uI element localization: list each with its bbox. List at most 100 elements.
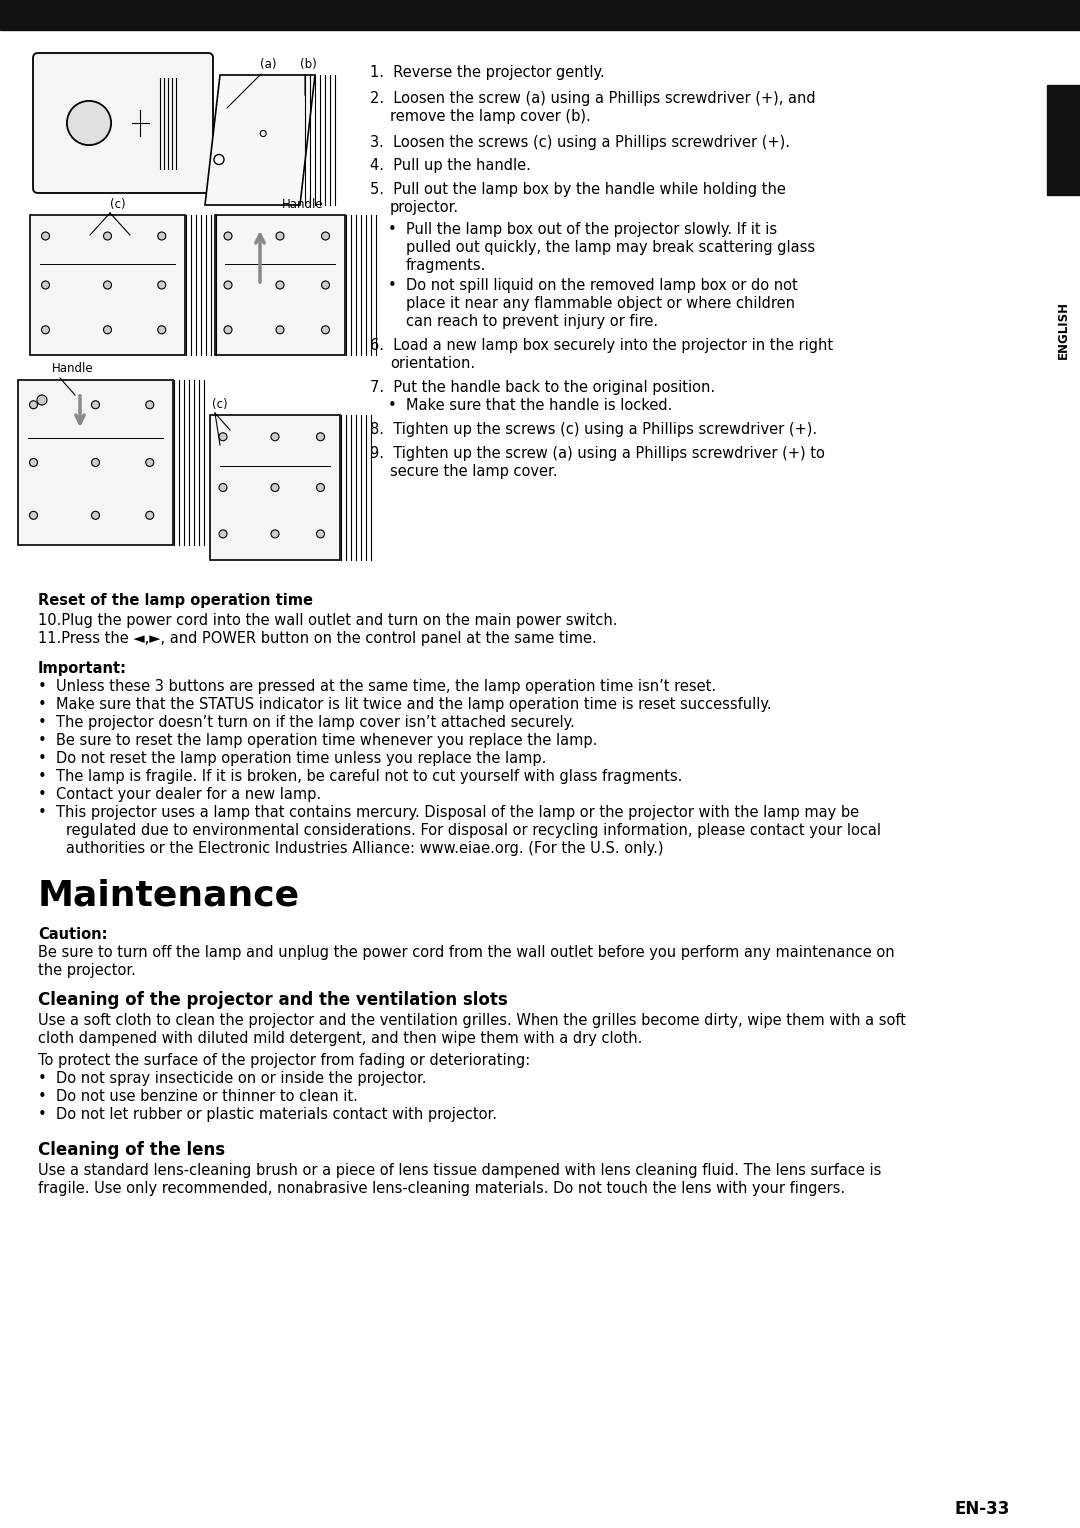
Text: 5.  Pull out the lamp box by the handle while holding the: 5. Pull out the lamp box by the handle w…	[370, 182, 786, 197]
Text: regulated due to environmental considerations. For disposal or recycling informa: regulated due to environmental considera…	[52, 824, 881, 837]
Text: •  Be sure to reset the lamp operation time whenever you replace the lamp.: • Be sure to reset the lamp operation ti…	[38, 733, 597, 749]
Circle shape	[322, 232, 329, 240]
Text: Cleaning of the lens: Cleaning of the lens	[38, 1141, 225, 1160]
Circle shape	[104, 232, 111, 240]
Circle shape	[41, 325, 50, 333]
Text: Maintenance: Maintenance	[38, 879, 300, 914]
Text: (c): (c)	[212, 397, 228, 411]
Circle shape	[29, 458, 38, 466]
Circle shape	[158, 281, 165, 289]
Text: orientation.: orientation.	[390, 356, 475, 371]
Text: remove the lamp cover (b).: remove the lamp cover (b).	[390, 108, 591, 124]
Circle shape	[276, 232, 284, 240]
Text: •  The projector doesn’t turn on if the lamp cover isn’t attached securely.: • The projector doesn’t turn on if the l…	[38, 715, 575, 730]
Text: authorities or the Electronic Industries Alliance: www.eiae.org. (For the U.S. o: authorities or the Electronic Industries…	[52, 840, 663, 856]
Circle shape	[92, 400, 99, 410]
Text: 2.  Loosen the screw (a) using a Phillips screwdriver (+), and: 2. Loosen the screw (a) using a Phillips…	[370, 92, 815, 105]
Circle shape	[146, 400, 153, 410]
Text: •  Do not let rubber or plastic materials contact with projector.: • Do not let rubber or plastic materials…	[38, 1106, 497, 1122]
Text: Handle: Handle	[282, 199, 324, 211]
Text: Cleaning of the projector and the ventilation slots: Cleaning of the projector and the ventil…	[38, 992, 508, 1008]
FancyBboxPatch shape	[33, 53, 213, 193]
Text: Handle: Handle	[52, 362, 94, 374]
Bar	[18, 380, 173, 545]
Text: •  Do not spill liquid on the removed lamp box or do not: • Do not spill liquid on the removed lam…	[388, 278, 798, 293]
Text: 4.  Pull up the handle.: 4. Pull up the handle.	[370, 157, 531, 173]
Text: can reach to prevent injury or fire.: can reach to prevent injury or fire.	[406, 313, 658, 329]
Text: 7.  Put the handle back to the original position.: 7. Put the handle back to the original p…	[370, 380, 715, 396]
Text: Use a soft cloth to clean the projector and the ventilation grilles. When the gr: Use a soft cloth to clean the projector …	[38, 1013, 906, 1028]
Text: 1.  Reverse the projector gently.: 1. Reverse the projector gently.	[370, 66, 605, 79]
Text: 11.Press the ◄,►, and POWER button on the control panel at the same time.: 11.Press the ◄,►, and POWER button on th…	[38, 631, 597, 646]
Text: 3.  Loosen the screws (c) using a Phillips screwdriver (+).: 3. Loosen the screws (c) using a Phillip…	[370, 134, 789, 150]
Bar	[215, 215, 345, 354]
Circle shape	[316, 483, 324, 492]
Text: 8.  Tighten up the screws (c) using a Phillips screwdriver (+).: 8. Tighten up the screws (c) using a Phi…	[370, 422, 818, 437]
Circle shape	[271, 483, 279, 492]
Text: •  Do not use benzine or thinner to clean it.: • Do not use benzine or thinner to clean…	[38, 1089, 357, 1105]
Circle shape	[322, 281, 329, 289]
Circle shape	[260, 130, 267, 136]
Circle shape	[316, 432, 324, 440]
Circle shape	[276, 281, 284, 289]
Circle shape	[322, 325, 329, 333]
Circle shape	[104, 281, 111, 289]
Circle shape	[41, 232, 50, 240]
Circle shape	[158, 325, 165, 333]
Circle shape	[158, 232, 165, 240]
Circle shape	[276, 325, 284, 333]
Circle shape	[271, 530, 279, 538]
Circle shape	[146, 512, 153, 520]
Text: Important:: Important:	[38, 662, 127, 675]
Circle shape	[316, 530, 324, 538]
Text: To protect the surface of the projector from fading or deteriorating:: To protect the surface of the projector …	[38, 1053, 530, 1068]
Text: 10.Plug the power cord into the wall outlet and turn on the main power switch.: 10.Plug the power cord into the wall out…	[38, 613, 618, 628]
Text: place it near any flammable object or where children: place it near any flammable object or wh…	[406, 296, 795, 312]
Circle shape	[214, 154, 224, 165]
Circle shape	[271, 432, 279, 440]
Text: 9.  Tighten up the screw (a) using a Phillips screwdriver (+) to: 9. Tighten up the screw (a) using a Phil…	[370, 446, 825, 461]
Text: •  Contact your dealer for a new lamp.: • Contact your dealer for a new lamp.	[38, 787, 321, 802]
Text: (b): (b)	[300, 58, 316, 70]
Circle shape	[41, 281, 50, 289]
Circle shape	[29, 512, 38, 520]
Circle shape	[219, 530, 227, 538]
Bar	[210, 416, 340, 559]
Circle shape	[224, 325, 232, 333]
Circle shape	[219, 432, 227, 440]
Text: •  Make sure that the handle is locked.: • Make sure that the handle is locked.	[388, 397, 673, 413]
Text: pulled out quickly, the lamp may break scattering glass: pulled out quickly, the lamp may break s…	[406, 240, 815, 255]
Circle shape	[67, 101, 111, 145]
Text: the projector.: the projector.	[38, 963, 136, 978]
Bar	[1047, 86, 1080, 196]
Circle shape	[224, 232, 232, 240]
Text: ENGLISH: ENGLISH	[1056, 301, 1069, 359]
Text: Use a standard lens-cleaning brush or a piece of lens tissue dampened with lens : Use a standard lens-cleaning brush or a …	[38, 1163, 881, 1178]
Text: Be sure to turn off the lamp and unplug the power cord from the wall outlet befo: Be sure to turn off the lamp and unplug …	[38, 944, 894, 960]
Circle shape	[104, 325, 111, 333]
Circle shape	[29, 400, 38, 410]
Text: fragile. Use only recommended, nonabrasive lens-cleaning materials. Do not touch: fragile. Use only recommended, nonabrasi…	[38, 1181, 846, 1196]
Text: projector.: projector.	[390, 200, 459, 215]
Circle shape	[219, 483, 227, 492]
Polygon shape	[205, 75, 315, 205]
Text: (c): (c)	[110, 199, 125, 211]
Text: •  Do not spray insecticide on or inside the projector.: • Do not spray insecticide on or inside …	[38, 1071, 427, 1086]
Circle shape	[92, 458, 99, 466]
Text: EN-33: EN-33	[955, 1500, 1010, 1517]
Text: 6.  Load a new lamp box securely into the projector in the right: 6. Load a new lamp box securely into the…	[370, 338, 833, 353]
Text: fragments.: fragments.	[406, 258, 486, 274]
Text: •  Unless these 3 buttons are pressed at the same time, the lamp operation time : • Unless these 3 buttons are pressed at …	[38, 678, 716, 694]
Text: •  Do not reset the lamp operation time unless you replace the lamp.: • Do not reset the lamp operation time u…	[38, 750, 546, 766]
Text: (a): (a)	[260, 58, 276, 70]
Text: •  This projector uses a lamp that contains mercury. Disposal of the lamp or the: • This projector uses a lamp that contai…	[38, 805, 859, 821]
Text: Caution:: Caution:	[38, 927, 108, 941]
Circle shape	[92, 512, 99, 520]
Circle shape	[224, 281, 232, 289]
Text: •  Pull the lamp box out of the projector slowly. If it is: • Pull the lamp box out of the projector…	[388, 222, 778, 237]
Text: secure the lamp cover.: secure the lamp cover.	[390, 465, 557, 478]
Text: •  Make sure that the STATUS indicator is lit twice and the lamp operation time : • Make sure that the STATUS indicator is…	[38, 697, 771, 712]
Text: cloth dampened with diluted mild detergent, and then wipe them with a dry cloth.: cloth dampened with diluted mild deterge…	[38, 1031, 643, 1047]
Circle shape	[37, 396, 48, 405]
Bar	[0, 0, 1080, 31]
